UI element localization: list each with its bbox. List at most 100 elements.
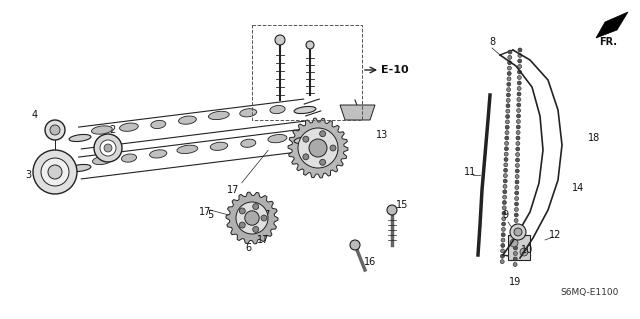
- Text: 17: 17: [199, 207, 211, 217]
- Ellipse shape: [151, 120, 166, 129]
- Circle shape: [506, 104, 510, 108]
- Circle shape: [515, 191, 519, 195]
- Ellipse shape: [150, 150, 167, 158]
- Circle shape: [515, 174, 519, 179]
- Circle shape: [330, 145, 336, 151]
- Text: 1: 1: [302, 143, 308, 153]
- Ellipse shape: [209, 111, 229, 120]
- Circle shape: [503, 184, 507, 189]
- Ellipse shape: [270, 106, 285, 114]
- Circle shape: [514, 228, 522, 236]
- Circle shape: [514, 235, 518, 239]
- Text: 10: 10: [521, 245, 533, 255]
- Circle shape: [516, 142, 520, 145]
- Circle shape: [50, 125, 60, 135]
- Circle shape: [502, 211, 506, 215]
- Text: 5: 5: [207, 210, 213, 220]
- Circle shape: [506, 98, 510, 102]
- Circle shape: [514, 224, 518, 228]
- Circle shape: [508, 56, 512, 59]
- Circle shape: [515, 169, 519, 173]
- Circle shape: [100, 140, 116, 156]
- Text: 11: 11: [464, 167, 476, 177]
- Circle shape: [515, 207, 518, 211]
- Circle shape: [516, 120, 520, 123]
- Circle shape: [306, 41, 314, 49]
- Circle shape: [506, 109, 510, 113]
- Polygon shape: [226, 192, 278, 244]
- Circle shape: [507, 77, 511, 81]
- Circle shape: [513, 263, 517, 266]
- Circle shape: [515, 158, 520, 162]
- Text: 12: 12: [549, 230, 561, 240]
- Circle shape: [504, 163, 508, 167]
- Ellipse shape: [294, 107, 316, 114]
- Circle shape: [515, 180, 519, 184]
- Circle shape: [516, 152, 520, 157]
- Circle shape: [516, 147, 520, 151]
- Circle shape: [507, 82, 511, 86]
- Circle shape: [518, 70, 522, 74]
- Circle shape: [506, 120, 509, 124]
- Text: 7: 7: [332, 150, 338, 160]
- Circle shape: [513, 251, 517, 256]
- Circle shape: [239, 222, 245, 228]
- Text: 9: 9: [502, 210, 508, 220]
- Circle shape: [505, 125, 509, 129]
- Circle shape: [309, 139, 327, 157]
- Text: 18: 18: [588, 133, 600, 143]
- Circle shape: [508, 50, 512, 54]
- Circle shape: [508, 66, 511, 70]
- Circle shape: [504, 168, 508, 172]
- Circle shape: [500, 254, 504, 258]
- Circle shape: [515, 202, 518, 206]
- Text: 2: 2: [109, 125, 115, 135]
- Text: 15: 15: [396, 200, 408, 210]
- Circle shape: [506, 93, 511, 97]
- Circle shape: [510, 224, 526, 240]
- Polygon shape: [508, 235, 530, 260]
- Text: 8: 8: [489, 37, 495, 47]
- Circle shape: [516, 130, 520, 135]
- Circle shape: [518, 59, 522, 63]
- Text: 19: 19: [509, 277, 521, 287]
- Circle shape: [515, 164, 520, 167]
- Ellipse shape: [92, 126, 112, 134]
- Circle shape: [501, 243, 505, 248]
- Circle shape: [515, 213, 518, 217]
- Circle shape: [518, 64, 522, 69]
- Text: 16: 16: [364, 257, 376, 267]
- Circle shape: [502, 222, 506, 226]
- Ellipse shape: [179, 116, 196, 124]
- Circle shape: [500, 260, 504, 263]
- Polygon shape: [340, 105, 375, 120]
- Circle shape: [504, 147, 508, 151]
- Circle shape: [514, 229, 518, 234]
- Circle shape: [33, 150, 77, 194]
- Circle shape: [503, 190, 507, 194]
- Circle shape: [502, 201, 506, 204]
- Circle shape: [514, 241, 518, 244]
- Circle shape: [516, 103, 521, 107]
- Ellipse shape: [294, 137, 316, 144]
- Circle shape: [501, 238, 505, 242]
- Circle shape: [517, 76, 522, 79]
- Circle shape: [515, 197, 518, 201]
- Circle shape: [503, 179, 507, 183]
- Circle shape: [507, 71, 511, 76]
- Text: 17: 17: [227, 185, 239, 195]
- Circle shape: [513, 257, 517, 261]
- Circle shape: [104, 144, 112, 152]
- Circle shape: [94, 134, 122, 162]
- Circle shape: [517, 98, 521, 101]
- Circle shape: [505, 130, 509, 135]
- Text: S6MQ-E1100: S6MQ-E1100: [560, 287, 618, 296]
- Ellipse shape: [69, 165, 91, 172]
- Text: 17: 17: [257, 235, 269, 245]
- Ellipse shape: [240, 109, 257, 117]
- Circle shape: [516, 136, 520, 140]
- Circle shape: [517, 86, 521, 91]
- Ellipse shape: [92, 156, 111, 165]
- Ellipse shape: [122, 154, 136, 162]
- Circle shape: [253, 204, 259, 210]
